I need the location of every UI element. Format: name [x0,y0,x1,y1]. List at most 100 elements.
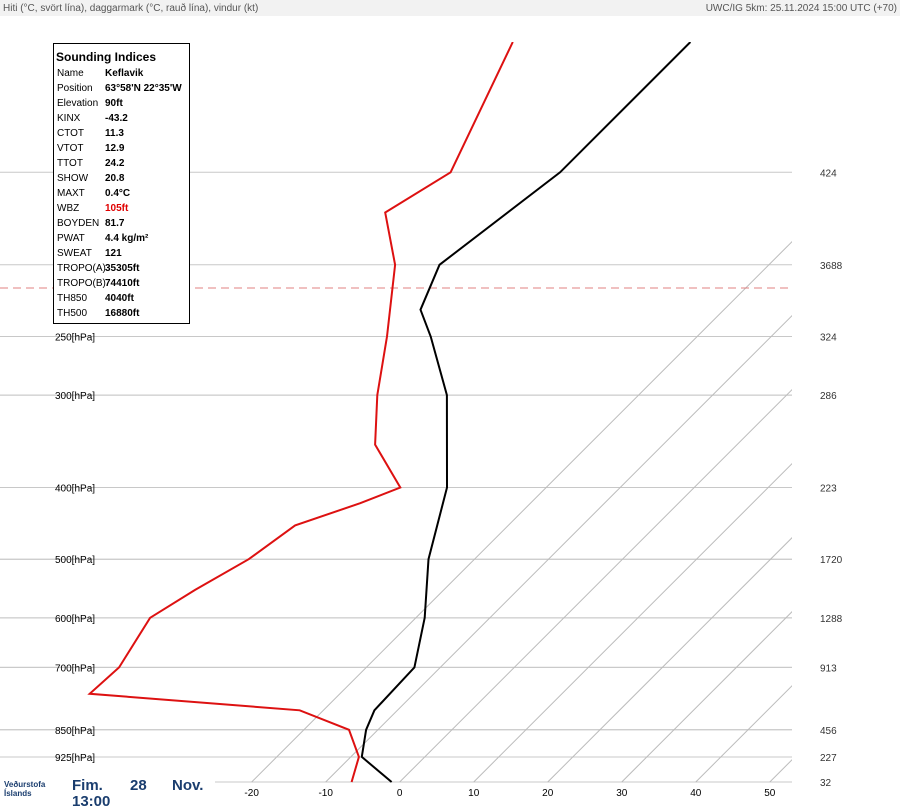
y-tick-label: 700[hPa] [55,663,95,674]
index-label: KINX [57,113,81,124]
chart: 250[hPa] 300[hPa] 400[hPa] 500[hPa] 600[hPa]… [0,42,843,799]
x-tick-label: 30 [616,788,628,799]
isotherm [325,314,792,783]
y-tick-label: 925[hPa] [55,753,95,764]
x-tick-label: -20 [244,788,259,799]
index-value: 90ft [105,98,123,109]
index-value: 24.2 [105,158,125,169]
y-tick-label: 250[hPa] [55,332,95,343]
height-label: 223 [820,484,837,495]
index-row: TROPO(A)35305ft [54,261,189,276]
index-value: 74410ft [105,278,140,289]
date: 28 [130,777,147,794]
index-label: Name [57,68,84,79]
x-tick-label: 40 [690,788,702,799]
index-value: 0.4°C [105,188,131,199]
height-label: 286 [820,391,837,402]
footer: Veðurstofa Íslands Fim. 28 Nov. 13:00 [0,775,215,810]
x-tick-label: 0 [397,788,403,799]
index-row: SHOW 20.8 [54,171,189,186]
profile-line [87,42,514,783]
index-row: Position 63°58'N 22°35'W [54,81,189,96]
isotherm [695,685,792,783]
y-tick-label: 400[hPa] [55,484,95,495]
index-value: 12.9 [105,143,125,154]
index-value: 4.4 kg/m² [105,233,149,244]
height-label: 913 [820,663,837,674]
index-value: 105ft [105,203,129,214]
height-label: 3688 [820,261,843,272]
header-right: UWC/IG 5km: 25.11.2024 15:00 UTC (+70) [705,3,897,14]
y-tick-label: 850[hPa] [55,726,95,737]
x-tick-label: 50 [764,788,776,799]
indices-title: Sounding Indices [56,50,157,64]
height-label: 456 [820,726,837,737]
profile-line [360,42,692,783]
height-label: 1288 [820,614,843,625]
index-row: Name Keflavik [54,66,189,81]
index-row: TH850 4040ft [54,291,189,306]
isotherm [473,463,792,783]
index-label: WBZ [57,203,80,214]
x-tick-label: 10 [468,788,480,799]
index-row: TTOT 24.2 [54,156,189,171]
index-value: 16880ft [105,308,140,319]
index-label: SHOW [57,173,89,184]
time: 13:00 [72,793,111,810]
height-label: 424 [820,168,837,179]
header: Hiti (°C, svört lína), daggarmark (°C, r… [0,0,900,16]
height-label: 1720 [820,555,843,566]
index-label: Position [57,83,93,94]
index-value: 63°58'N 22°35'W [105,83,182,94]
index-row: SWEAT 121 [54,246,189,261]
height-label: 227 [820,753,837,764]
index-value: 121 [105,248,122,259]
index-row: PWAT 4.4 kg/m² [54,231,189,246]
index-row: VTOT 12.9 [54,141,189,156]
index-label: CTOT [57,128,85,139]
index-value: Keflavik [105,68,144,79]
logo: Veðurstofa Íslands [4,780,46,798]
index-label: SWEAT [57,248,92,259]
indices-box: Sounding Indices Name Keflavik Position 63°… [53,43,190,324]
index-value: 4040ft [105,293,134,304]
isotherm [399,388,792,783]
index-label: TROPO(B) [57,278,106,289]
header-left: Hiti (°C, svört lína), daggarmark (°C, r… [3,3,259,14]
isotherm [621,611,792,783]
index-label: PWAT [57,233,85,244]
index-label: MAXT [57,188,85,199]
index-value: 20.8 [105,173,125,184]
index-label: TH850 [57,293,88,304]
height-label: 32 [820,778,832,789]
month: Nov. [172,777,204,794]
index-label: TROPO(A) [57,263,106,274]
index-label: VTOT [57,143,84,154]
index-row: WBZ 105ft [54,201,189,216]
day: Fim. [72,777,103,794]
x-tick-label: 20 [542,788,554,799]
index-row: TROPO(B)74410ft [54,276,189,291]
index-row: CTOT 11.3 [54,126,189,141]
y-tick-label: 300[hPa] [55,391,95,402]
index-label: Elevation [57,98,99,109]
index-row: KINX -43.2 [54,111,189,126]
index-label: TH500 [57,308,88,319]
index-row: MAXT 0.4°C [54,186,189,201]
height-label: 324 [820,332,837,343]
index-value: -43.2 [105,113,128,124]
x-tick-label: -10 [318,788,333,799]
isotherm [547,537,792,783]
index-row: Elevation 90ft [54,96,189,111]
index-value: 11.3 [105,128,124,139]
y-tick-label: 600[hPa] [55,614,95,625]
index-label: TTOT [57,158,83,169]
index-value: 81.7 [105,218,125,229]
index-label: BOYDEN [57,218,100,229]
index-row: BOYDEN 81.7 [54,216,189,231]
index-value: 35305ft [105,263,140,274]
isotherm [251,240,792,783]
y-tick-label: 500[hPa] [55,555,95,566]
index-row: TH500 16880ft [54,306,189,321]
